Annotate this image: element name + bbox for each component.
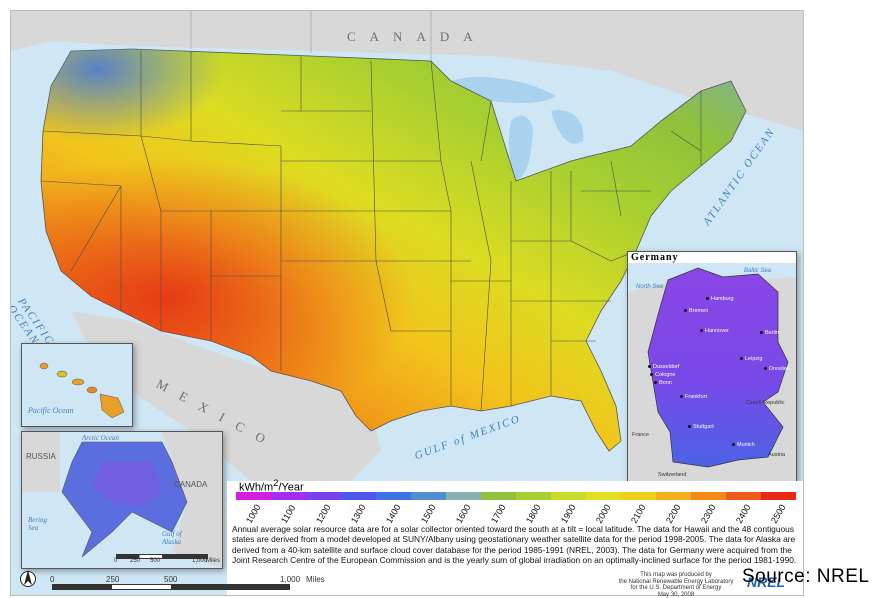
legend-tick-label: 1000: [244, 503, 263, 525]
legend-swatch: [306, 492, 341, 500]
main-scale-bar: [52, 584, 290, 590]
city-leipzig: Leipzig: [740, 356, 762, 362]
hawaii-inset: Pacific Ocean: [21, 343, 133, 427]
main-scale-0: 0: [50, 575, 54, 584]
legend-tick-label: 1800: [524, 503, 543, 525]
city-bonn: Bonn: [654, 380, 672, 386]
north-arrow-icon: [20, 567, 36, 591]
legend-tick-label: 1500: [419, 503, 438, 525]
legend-tick-label: 2100: [629, 503, 648, 525]
legend-swatch: [621, 492, 656, 500]
city-hannover: Hannover: [700, 328, 729, 334]
alaska-scale-1000: 1,000: [192, 558, 207, 564]
main-scale-unit: Miles: [306, 575, 325, 584]
legend-tick-label: 2300: [699, 503, 718, 525]
germany-title: Germany: [628, 252, 796, 263]
map-caption: Annual average solar resource data are f…: [232, 524, 800, 566]
legend-tick-label: 1700: [489, 503, 508, 525]
alaska-scale-unit: Miles: [206, 558, 220, 564]
legend-tick-label: 1100: [279, 503, 297, 525]
city-dresden: Dresden: [764, 366, 790, 372]
city-dusseldorf: Dusseldorf: [648, 364, 679, 370]
city-frankfurt: Frankfurt: [680, 394, 707, 400]
legend-tick-label: 1300: [349, 503, 368, 525]
gulf-of-alaska-label: Gulf of Alaska: [162, 530, 202, 546]
city-stuttgart: Stuttgart: [688, 424, 714, 430]
legend-tick-label: 2000: [594, 503, 613, 525]
austria-label: Austria: [768, 452, 785, 458]
city-hamburg: Hamburg: [706, 296, 734, 302]
switzerland-label: Switzerland: [658, 472, 686, 478]
legend-tick-label: 1600: [454, 503, 473, 525]
legend-swatch: [341, 492, 376, 500]
legend-swatch: [551, 492, 586, 500]
main-scale-250: 250: [106, 575, 119, 584]
canada-alaska-label: CANADA: [174, 480, 207, 489]
germany-inset: Germany North Sea Baltic Sea Hamburg Bre…: [627, 251, 797, 483]
legend-swatch: [236, 492, 271, 500]
baltic-sea-label: Baltic Sea: [744, 268, 771, 274]
france-label: France: [632, 432, 649, 438]
alaska-inset: RUSSIA CANADA Arctic Ocean Bering Sea Gu…: [21, 431, 223, 569]
czech-republic-label: Czech Republic: [746, 400, 785, 406]
canada-label: CANADA: [347, 29, 487, 45]
map-credit: This map was produced by the National Re…: [606, 572, 746, 598]
main-scale-500: 500: [164, 575, 177, 584]
legend-swatch: [656, 492, 691, 500]
russia-label: RUSSIA: [26, 452, 56, 461]
legend-tick-label: 2500: [769, 503, 788, 525]
source-label: Source: NREL: [742, 566, 869, 588]
legend-tick-label: 2400: [734, 503, 753, 525]
bering-sea-label: Bering Sea: [28, 516, 58, 532]
city-munich: Munich: [732, 442, 755, 448]
legend-ticks: 1000 1100 1200 1300 1400 1500 1600 1700 1800 1900…: [236, 502, 796, 522]
legend-swatch: [691, 492, 726, 500]
north-sea-label: North Sea: [636, 284, 663, 290]
legend-tick-label: 1900: [559, 503, 578, 525]
alaska-scale-0: 0: [114, 558, 117, 564]
legend-tick-label: 1400: [384, 503, 403, 525]
legend-swatch: [516, 492, 551, 500]
legend-swatch: [376, 492, 411, 500]
legend-swatch: [761, 492, 796, 500]
legend-swatch: [726, 492, 761, 500]
legend-tick-label: 1200: [314, 503, 333, 525]
city-berlin: Berlin: [760, 330, 779, 336]
legend-swatch: [271, 492, 306, 500]
legend-swatch: [586, 492, 621, 500]
city-cologne: Cologne: [650, 372, 676, 378]
city-bremen: Bremen: [684, 308, 708, 314]
legend-color-bar: [236, 492, 796, 500]
alaska-scale-250: 250: [130, 558, 140, 564]
pacific-ocean-hawaii-label: Pacific Ocean: [28, 406, 74, 415]
legend-swatch: [481, 492, 516, 500]
arctic-ocean-label: Arctic Ocean: [82, 434, 119, 442]
alaska-scale-500: 500: [150, 558, 160, 564]
legend-swatch: [411, 492, 446, 500]
legend-tick-label: 2200: [664, 503, 683, 525]
main-scale-1000: 1,000: [280, 575, 300, 584]
legend-swatch: [446, 492, 481, 500]
